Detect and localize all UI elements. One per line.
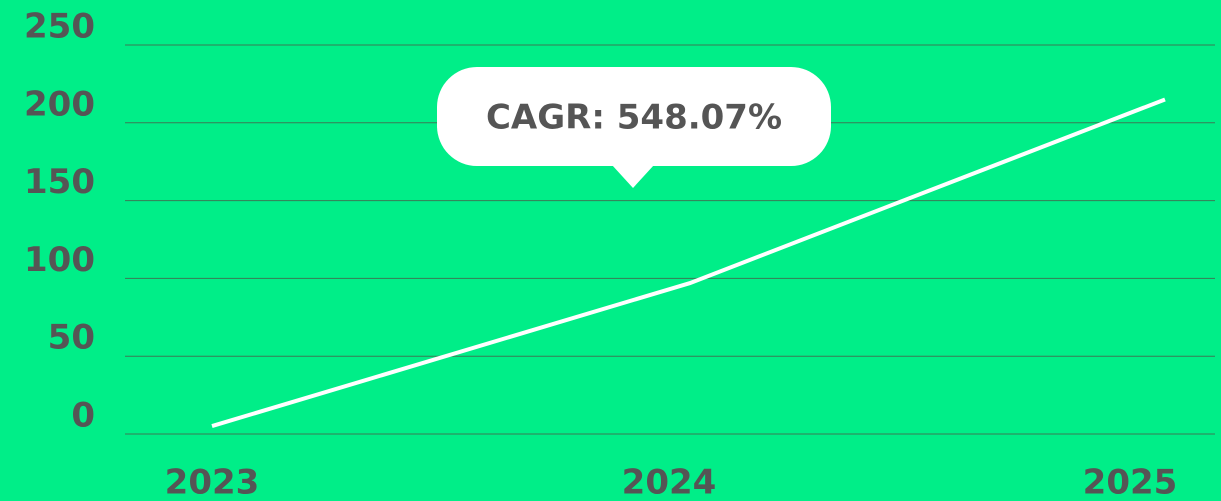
callout-box	[437, 67, 831, 166]
y-tick-label: 250	[24, 7, 95, 47]
x-tick-label: 2025	[1083, 463, 1178, 501]
callout-text: CAGR: 548.07%	[486, 98, 782, 138]
y-tick-label: 150	[24, 162, 95, 202]
x-tick-label: 2023	[165, 463, 260, 501]
callout-pointer	[612, 165, 654, 188]
y-tick-label: 100	[24, 240, 95, 280]
x-tick-label: 2024	[622, 463, 717, 501]
y-tick-label: 200	[24, 84, 95, 124]
line	[211, 97, 1166, 428]
y-tick-label: 50	[48, 318, 95, 358]
callout: CAGR: 548.07%	[437, 67, 831, 188]
y-tick-label: 0	[71, 396, 95, 436]
